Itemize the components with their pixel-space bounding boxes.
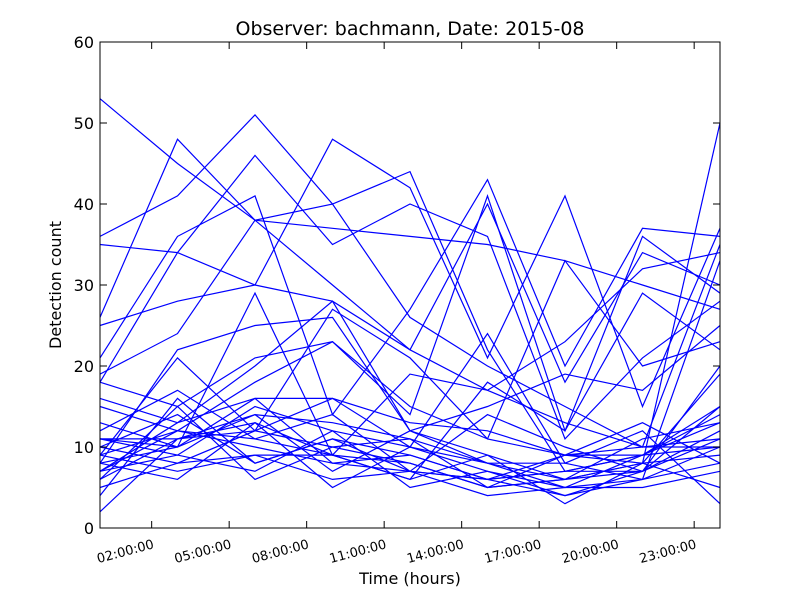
y-tick-label: 10: [74, 438, 94, 457]
series-line-6: [99, 178, 721, 416]
y-axis: 0 10 20 30 40 50 60: [74, 33, 720, 538]
y-tick-label: 30: [74, 276, 94, 295]
chart-title: Observer: bachmann, Date: 2015-08: [235, 18, 584, 40]
y-tick-label: 50: [74, 114, 94, 133]
y-tick-label: 20: [74, 357, 94, 376]
series-line-9: [99, 194, 721, 433]
y-axis-label: Detection count: [46, 221, 65, 349]
series-line-32: [99, 308, 721, 480]
y-tick-label: 0: [84, 519, 94, 538]
y-tick-label: 60: [74, 33, 94, 52]
series-line-27: [99, 252, 721, 456]
series-line-7: [99, 202, 721, 384]
series-line-31: [99, 316, 721, 481]
x-axis-label: Time (hours): [358, 569, 461, 588]
series-line-1: [99, 98, 721, 310]
series-line-23: [99, 405, 721, 489]
series-line-28: [99, 291, 721, 481]
y-tick-label: 40: [74, 195, 94, 214]
series-line-29: [99, 332, 721, 505]
series-line-30: [99, 397, 721, 472]
series-layer: [99, 98, 721, 513]
